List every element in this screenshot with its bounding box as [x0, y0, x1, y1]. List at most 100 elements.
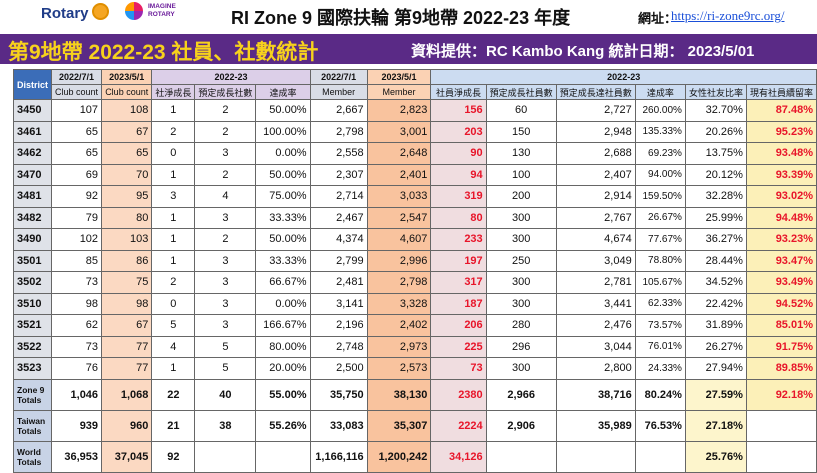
- member-growth-target: 2,906: [485, 409, 557, 442]
- club-net-growth: 1: [151, 163, 196, 186]
- totals-label: Zone 9 Totals: [12, 378, 53, 411]
- club-achievement-rate: 55.00%: [255, 378, 311, 411]
- member-growth-target: 300: [485, 292, 557, 315]
- club-growth-target: 2: [194, 228, 257, 251]
- col-header: 現有社員續留率: [745, 84, 817, 100]
- member-target-total: 35,989: [555, 409, 636, 442]
- club-count-start: 76: [51, 357, 103, 380]
- club-count-end: 77: [101, 335, 153, 358]
- member-achievement-rate: 94.00%: [634, 163, 686, 186]
- member-achievement-rate: 135.33%: [634, 120, 686, 143]
- member-count-start: 2,467: [309, 206, 368, 229]
- club-growth-target: 2: [194, 120, 257, 143]
- member-growth-target: 300: [485, 357, 557, 380]
- member-growth-target: 300: [485, 271, 557, 294]
- female-ratio: 36.27%: [684, 228, 747, 251]
- header-year-members: 2022-23: [430, 69, 817, 85]
- club-count-start: 98: [51, 292, 103, 315]
- club-count-start: 69: [51, 163, 103, 186]
- member-achievement-rate: 76.01%: [634, 335, 686, 358]
- header-year-clubs: 2022-23: [151, 69, 311, 85]
- member-achievement-rate: 73.57%: [634, 314, 686, 337]
- member-achievement-rate: 77.67%: [634, 228, 686, 251]
- district-code: 3482: [12, 206, 53, 229]
- member-achievement-rate: [634, 440, 686, 473]
- member-count-start: 2,667: [309, 99, 368, 122]
- district-code: 3501: [12, 249, 53, 272]
- table-row: 3502 73 75 2 3 66.67% 2,481 2,798 317 300 2,781 105…: [12, 271, 817, 294]
- club-growth-target: [194, 440, 257, 473]
- imagine-rotary-logo: IMAGINE ROTARY: [148, 3, 176, 18]
- member-growth-target: 296: [485, 335, 557, 358]
- table-row: 3490 102 103 1 2 50.00% 4,374 4,607 233 300 4,674 7…: [12, 228, 817, 251]
- member-target-total: 2,914: [555, 185, 636, 208]
- retention-rate: [745, 440, 817, 473]
- female-ratio: 27.59%: [684, 378, 747, 411]
- member-achievement-rate: 105.67%: [634, 271, 686, 294]
- member-target-total: 38,716: [555, 378, 636, 411]
- totals-row: World Totals 36,953 37,045 92 1,166,116 1,200…: [12, 440, 817, 473]
- female-ratio: 31.89%: [684, 314, 747, 337]
- club-net-growth: 21: [151, 409, 196, 442]
- club-count-start: 107: [51, 99, 103, 122]
- title-banner: 第9地帶 2022-23 社員、社數統計 資料提供：RC Kambo Kang …: [0, 34, 817, 64]
- member-growth-target: 250: [485, 249, 557, 272]
- club-count-end: 95: [101, 185, 153, 208]
- club-count-start: 85: [51, 249, 103, 272]
- female-ratio: 20.12%: [684, 163, 747, 186]
- member-count-start: 2,748: [309, 335, 368, 358]
- member-count-start: 2,799: [309, 249, 368, 272]
- female-ratio: 22.42%: [684, 292, 747, 315]
- table-row: 3461 65 67 2 2 100.00% 2,798 3,001 203 150 2,948 13…: [12, 120, 817, 143]
- club-growth-target: 3: [194, 206, 257, 229]
- banner-title: 第9地帶 2022-23 社員、社數統計: [8, 41, 319, 64]
- female-ratio: 25.76%: [684, 440, 747, 473]
- member-count-end: 2,573: [366, 357, 432, 380]
- header-date-club-end: 2023/5/1: [101, 69, 153, 85]
- retention-rate: 93.48%: [745, 142, 817, 165]
- col-header: Club count: [51, 84, 103, 100]
- member-target-total: 3,049: [555, 249, 636, 272]
- member-growth-target: 300: [485, 206, 557, 229]
- member-net-growth: 73: [430, 357, 487, 380]
- district-code: 3490: [12, 228, 53, 251]
- club-count-end: 1,068: [101, 378, 153, 411]
- district-code: 3450: [12, 99, 53, 122]
- member-target-total: 2,800: [555, 357, 636, 380]
- club-count-end: 70: [101, 163, 153, 186]
- table-row: 3523 76 77 1 5 20.00% 2,500 2,573 73 300 2,800 24.3…: [12, 357, 817, 380]
- member-count-start: 3,141: [309, 292, 368, 315]
- female-ratio: 27.94%: [684, 357, 747, 380]
- table-row: 3450 107 108 1 2 50.00% 2,667 2,823 156 60 2,727 26…: [12, 99, 817, 122]
- table-row: 3481 92 95 3 4 75.00% 2,714 3,033 319 200 2,914 159…: [12, 185, 817, 208]
- website-link[interactable]: https://ri-zone9rc.org/: [671, 8, 785, 23]
- col-header: 預定成長達社員數: [555, 84, 636, 100]
- retention-rate: 93.02%: [745, 185, 817, 208]
- col-header: Member: [309, 84, 368, 100]
- member-target-total: 2,767: [555, 206, 636, 229]
- member-net-growth: 197: [430, 249, 487, 272]
- member-count-start: 4,374: [309, 228, 368, 251]
- col-header: 達成率: [634, 84, 686, 100]
- club-count-end: 960: [101, 409, 153, 442]
- club-achievement-rate: 166.67%: [255, 314, 311, 337]
- club-count-start: 62: [51, 314, 103, 337]
- club-net-growth: 0: [151, 142, 196, 165]
- header-row-dates: District 2022/7/1 2023/5/1 2022-23 2022/…: [12, 69, 817, 100]
- member-net-growth: 225: [430, 335, 487, 358]
- member-growth-target: 200: [485, 185, 557, 208]
- district-code: 3521: [12, 314, 53, 337]
- club-achievement-rate: 75.00%: [255, 185, 311, 208]
- member-target-total: 4,674: [555, 228, 636, 251]
- club-achievement-rate: 20.00%: [255, 357, 311, 380]
- member-target-total: 2,948: [555, 120, 636, 143]
- member-count-start: 35,750: [309, 378, 368, 411]
- retention-rate: 85.01%: [745, 314, 817, 337]
- female-ratio: 32.28%: [684, 185, 747, 208]
- table-row: 3510 98 98 0 3 0.00% 3,141 3,328 187 300 3,441 62.3…: [12, 292, 817, 315]
- female-ratio: 20.26%: [684, 120, 747, 143]
- member-achievement-rate: 260.00%: [634, 99, 686, 122]
- member-net-growth: 203: [430, 120, 487, 143]
- club-count-end: 37,045: [101, 440, 153, 473]
- member-count-end: 2,401: [366, 163, 432, 186]
